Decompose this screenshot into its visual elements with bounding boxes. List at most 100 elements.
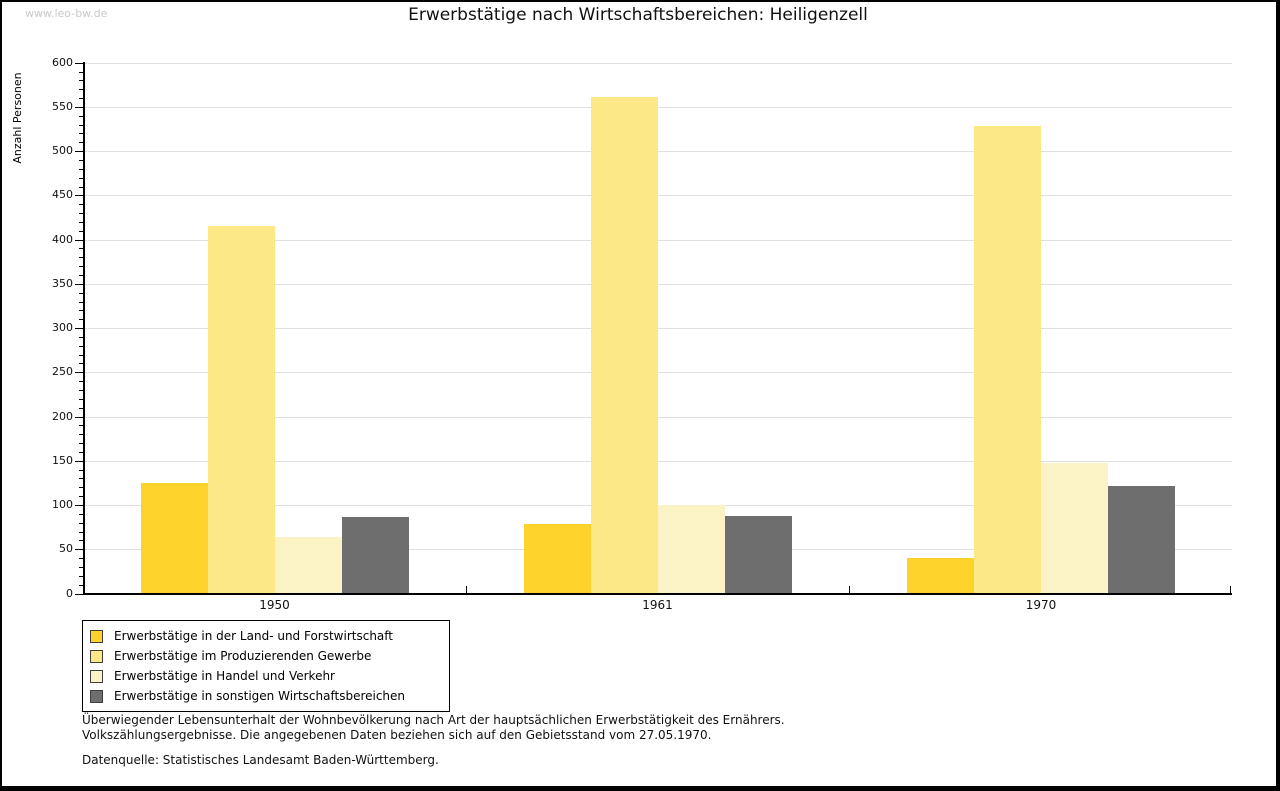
y-tick-label: 600 — [52, 55, 73, 69]
legend-item: Erwerbstätige im Produzierenden Gewerbe — [90, 646, 443, 666]
y-major-tick — [75, 106, 83, 108]
bar — [140, 482, 208, 594]
y-minor-tick — [79, 425, 83, 427]
y-minor-tick — [79, 115, 83, 117]
y-major-tick — [75, 62, 83, 64]
y-minor-tick — [79, 266, 83, 268]
y-minor-tick — [79, 469, 83, 471]
y-minor-tick — [79, 575, 83, 577]
y-minor-tick — [79, 221, 83, 223]
y-minor-tick — [79, 257, 83, 259]
legend-item-label: Erwerbstätige in sonstigen Wirtschaftsbe… — [114, 689, 406, 703]
gridline — [85, 416, 1232, 418]
y-minor-tick — [79, 487, 83, 489]
y-minor-tick — [79, 558, 83, 560]
y-major-tick — [75, 239, 83, 241]
y-tick-label: 300 — [52, 321, 73, 335]
y-minor-tick — [79, 451, 83, 453]
y-tick-label: 0 — [66, 586, 73, 600]
y-minor-tick — [79, 540, 83, 542]
y-major-tick — [75, 195, 83, 197]
x-boundary-tick — [466, 585, 467, 594]
y-axis-label: Anzahl Personen — [11, 72, 24, 164]
bar — [1108, 485, 1175, 594]
y-major-tick — [75, 593, 83, 595]
gridline — [85, 106, 1232, 108]
bar — [207, 226, 275, 594]
y-minor-tick — [79, 566, 83, 568]
y-minor-tick — [79, 213, 83, 215]
y-minor-tick — [79, 407, 83, 409]
bar — [274, 536, 342, 594]
y-minor-tick — [79, 513, 83, 515]
y-major-tick — [75, 328, 83, 330]
y-tick-label: 150 — [52, 453, 73, 467]
y-tick-label: 500 — [52, 144, 73, 158]
y-minor-tick — [79, 89, 83, 91]
y-minor-tick — [79, 522, 83, 524]
y-minor-tick — [79, 80, 83, 82]
y-minor-tick — [79, 98, 83, 100]
footnote-line-2: Volkszählungsergebnisse. Die angegebenen… — [82, 728, 712, 742]
y-tick-label: 200 — [52, 409, 73, 423]
y-minor-tick — [79, 248, 83, 250]
x-boundary-tick — [1230, 585, 1231, 594]
y-minor-tick — [79, 301, 83, 303]
gridline — [85, 328, 1232, 330]
legend-item: Erwerbstätige in der Land- und Forstwirt… — [90, 626, 443, 646]
y-minor-tick — [79, 160, 83, 161]
legend-swatch-icon — [90, 689, 103, 703]
y-minor-tick — [79, 292, 83, 294]
y-major-tick — [75, 549, 83, 551]
y-minor-tick — [79, 398, 83, 400]
legend-item: Erwerbstätige in Handel und Verkehr — [90, 666, 443, 686]
y-minor-tick — [79, 443, 83, 445]
y-minor-tick — [79, 496, 83, 498]
legend-item-label: Erwerbstätige in der Land- und Forstwirt… — [114, 629, 393, 643]
y-major-tick — [75, 283, 83, 285]
y-minor-tick — [79, 390, 83, 392]
bar — [1041, 462, 1108, 594]
legend-item-label: Erwerbstätige in Handel und Verkehr — [114, 669, 335, 683]
y-tick-label: 350 — [52, 276, 73, 290]
legend-swatch-icon — [90, 629, 103, 643]
gridline — [85, 62, 1232, 64]
gridline — [85, 283, 1232, 285]
y-minor-tick — [79, 124, 83, 126]
bar — [724, 515, 792, 594]
y-tick-label: 50 — [59, 542, 73, 556]
bar — [974, 125, 1041, 594]
y-minor-tick — [79, 142, 83, 144]
y-minor-tick — [79, 71, 83, 73]
legend-item: Erwerbstätige in sonstigen Wirtschaftsbe… — [90, 686, 443, 706]
y-minor-tick — [79, 186, 83, 188]
y-minor-tick — [79, 204, 83, 206]
legend: Erwerbstätige in der Land- und Forstwirt… — [82, 620, 450, 712]
x-axis-line — [83, 592, 1232, 595]
y-tick-label: 550 — [52, 99, 73, 113]
y-minor-tick — [79, 319, 83, 321]
y-minor-tick — [79, 133, 83, 135]
y-minor-tick — [79, 354, 83, 356]
y-minor-tick — [79, 177, 83, 179]
gridline — [85, 195, 1232, 197]
legend-swatch-icon — [90, 669, 103, 683]
bar — [341, 517, 409, 594]
y-minor-tick — [79, 434, 83, 436]
y-minor-tick — [79, 336, 83, 338]
y-minor-tick — [79, 230, 83, 232]
legend-item-label: Erwerbstätige im Produzierenden Gewerbe — [114, 649, 372, 663]
gridline — [85, 372, 1232, 374]
y-minor-tick — [79, 478, 83, 480]
y-major-tick — [75, 151, 83, 153]
gridline — [85, 151, 1232, 153]
y-minor-tick — [79, 584, 83, 586]
y-tick-label: 100 — [52, 498, 73, 512]
bar — [657, 505, 725, 594]
y-major-tick — [75, 416, 83, 418]
bar — [590, 97, 658, 594]
chart-title: Erwerbstätige nach Wirtschaftsbereichen:… — [408, 5, 868, 25]
bar — [523, 523, 591, 594]
x-boundary-tick — [849, 585, 851, 594]
